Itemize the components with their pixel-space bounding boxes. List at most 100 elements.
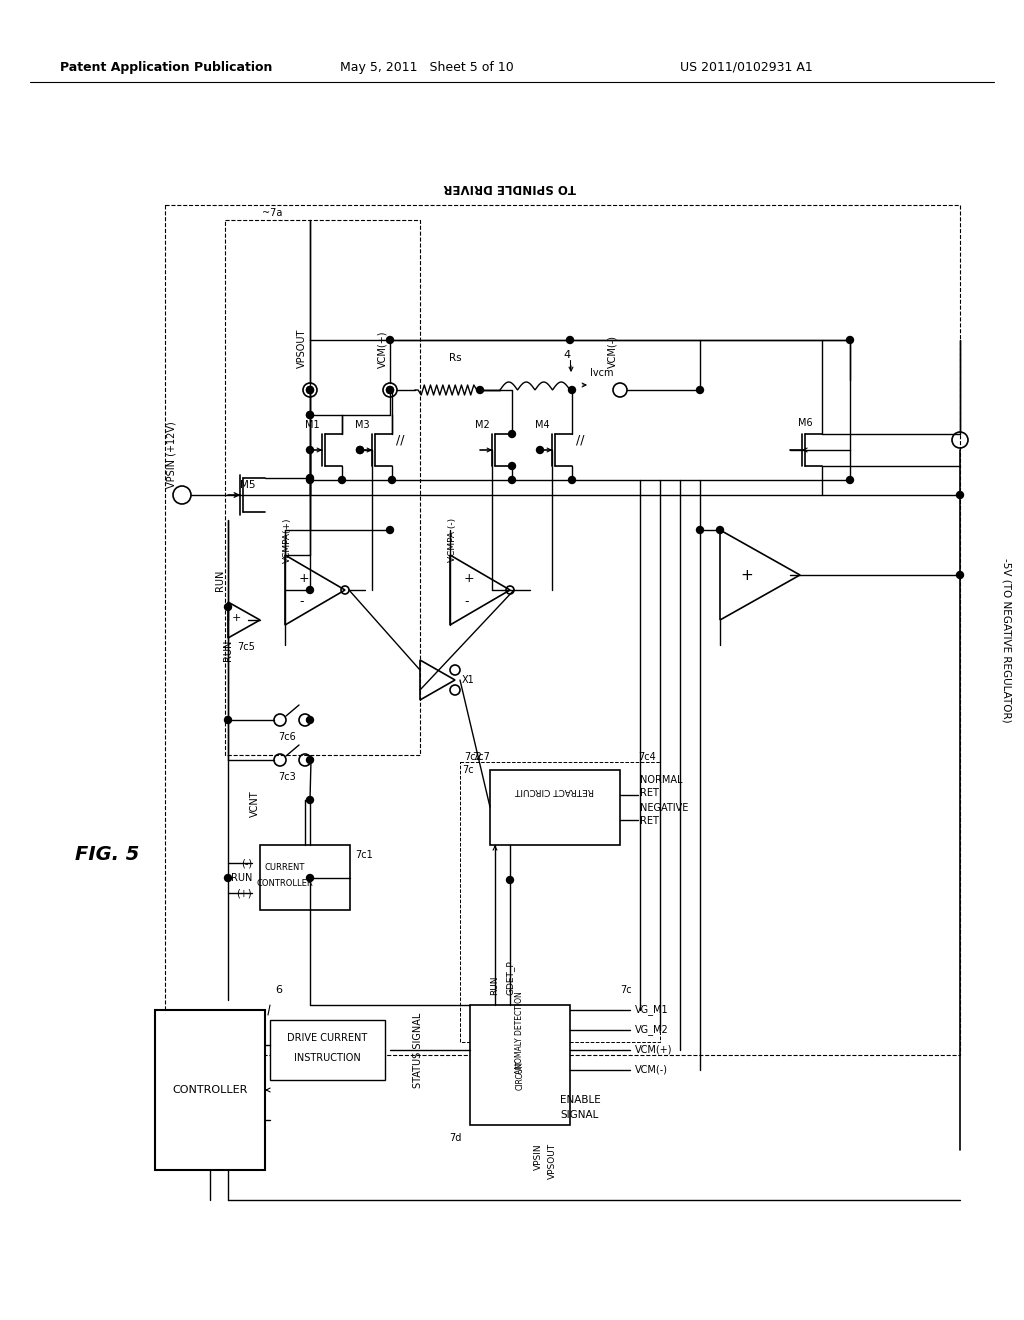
Text: SIGNAL: SIGNAL: [561, 1110, 599, 1119]
Circle shape: [386, 527, 393, 533]
Circle shape: [847, 477, 853, 483]
Circle shape: [717, 527, 724, 533]
Text: CURRENT: CURRENT: [265, 862, 305, 871]
Text: NEGATIVE: NEGATIVE: [640, 803, 688, 813]
Circle shape: [386, 337, 393, 343]
Text: 7c7: 7c7: [472, 752, 489, 762]
Text: 6: 6: [275, 985, 282, 995]
Circle shape: [306, 412, 313, 418]
Text: VG_M2: VG_M2: [635, 1024, 669, 1035]
Text: -5V (TO NEGATIVE REGULATOR): -5V (TO NEGATIVE REGULATOR): [1002, 557, 1012, 722]
Circle shape: [356, 446, 364, 454]
Circle shape: [306, 874, 313, 882]
Circle shape: [356, 446, 364, 454]
Text: 7c5: 7c5: [238, 642, 255, 652]
Text: //: //: [575, 433, 585, 446]
Bar: [165, 205, 961, 1055]
Circle shape: [388, 477, 395, 483]
Text: ANOMALY DETECTION: ANOMALY DETECTION: [515, 991, 524, 1074]
Bar: [470, 1005, 570, 1125]
Text: +: +: [740, 568, 753, 582]
Text: VCM(-): VCM(-): [607, 335, 617, 368]
Text: (-): (-): [241, 858, 252, 869]
Text: 7c1: 7c1: [355, 850, 373, 861]
Circle shape: [306, 586, 313, 594]
Bar: [155, 1010, 265, 1170]
Text: //: //: [396, 433, 404, 446]
Bar: [260, 845, 350, 909]
Bar: [490, 770, 620, 845]
Text: VCMPA (-): VCMPA (-): [449, 517, 457, 562]
Text: CONTROLLER: CONTROLLER: [172, 1085, 248, 1096]
Circle shape: [306, 474, 313, 482]
Text: VG_M1: VG_M1: [635, 1005, 669, 1015]
Text: NORMAL: NORMAL: [640, 775, 683, 785]
Text: VPSOUT: VPSOUT: [297, 329, 307, 368]
Text: GDET_P: GDET_P: [506, 960, 514, 995]
Text: -: -: [464, 595, 469, 609]
Text: VPSOUT: VPSOUT: [548, 1143, 556, 1179]
Text: ENABLE: ENABLE: [560, 1096, 600, 1105]
Circle shape: [339, 477, 345, 483]
Text: VCM(-): VCM(-): [635, 1065, 668, 1074]
Circle shape: [306, 796, 313, 804]
Circle shape: [306, 717, 313, 723]
Text: 7c4: 7c4: [638, 752, 655, 762]
Text: CIRCUIT: CIRCUIT: [515, 1060, 524, 1090]
Text: M5: M5: [241, 480, 256, 490]
Text: M6: M6: [798, 418, 812, 428]
Circle shape: [509, 430, 515, 437]
Circle shape: [956, 491, 964, 499]
Text: -: -: [299, 595, 303, 609]
Text: (+): (+): [237, 888, 252, 898]
Text: ~7a: ~7a: [262, 209, 283, 218]
Text: +: +: [464, 572, 475, 585]
Text: Patent Application Publication: Patent Application Publication: [60, 61, 272, 74]
Circle shape: [537, 446, 544, 454]
Text: 7c: 7c: [462, 766, 474, 775]
Circle shape: [509, 462, 515, 470]
Circle shape: [224, 874, 231, 882]
Text: RUN: RUN: [230, 873, 252, 883]
Text: STATUS SIGNAL: STATUS SIGNAL: [413, 1012, 423, 1088]
Text: CONTROLLER: CONTROLLER: [257, 879, 313, 887]
Circle shape: [507, 876, 513, 883]
Text: +: +: [299, 572, 309, 585]
Circle shape: [386, 387, 393, 393]
Circle shape: [306, 387, 313, 393]
Text: M4: M4: [535, 420, 549, 430]
Text: VCNT: VCNT: [250, 789, 260, 817]
Text: US 2011/0102931 A1: US 2011/0102931 A1: [680, 61, 813, 74]
Text: 7c6: 7c6: [278, 733, 296, 742]
Text: VPSIN: VPSIN: [534, 1143, 543, 1170]
Circle shape: [476, 387, 483, 393]
Text: May 5, 2011   Sheet 5 of 10: May 5, 2011 Sheet 5 of 10: [340, 61, 514, 74]
Text: RET: RET: [640, 816, 658, 826]
Bar: [270, 1020, 385, 1080]
Text: RUN: RUN: [223, 639, 233, 661]
Text: VCM(+): VCM(+): [377, 330, 387, 368]
Circle shape: [509, 477, 515, 483]
Circle shape: [306, 446, 313, 454]
Text: FIG. 5: FIG. 5: [75, 846, 139, 865]
Text: 7c3: 7c3: [278, 772, 296, 781]
Circle shape: [566, 337, 573, 343]
Circle shape: [306, 412, 313, 418]
Bar: [460, 762, 660, 1041]
Text: VPSIN (+12V): VPSIN (+12V): [167, 421, 177, 488]
Text: 7c: 7c: [620, 985, 632, 995]
Text: M2: M2: [475, 420, 489, 430]
Circle shape: [956, 572, 964, 578]
Text: M1: M1: [305, 420, 319, 430]
Text: RUN: RUN: [490, 975, 500, 995]
Circle shape: [306, 756, 313, 763]
Text: RET: RET: [640, 788, 658, 799]
Text: 4: 4: [563, 350, 570, 360]
Circle shape: [306, 387, 313, 393]
Text: VCMPA(+): VCMPA(+): [283, 517, 292, 562]
Text: +: +: [231, 612, 241, 623]
Text: INSTRUCTION: INSTRUCTION: [294, 1053, 360, 1063]
Text: DRIVE CURRENT: DRIVE CURRENT: [287, 1034, 368, 1043]
Circle shape: [847, 337, 853, 343]
Text: 7c2: 7c2: [464, 752, 482, 762]
